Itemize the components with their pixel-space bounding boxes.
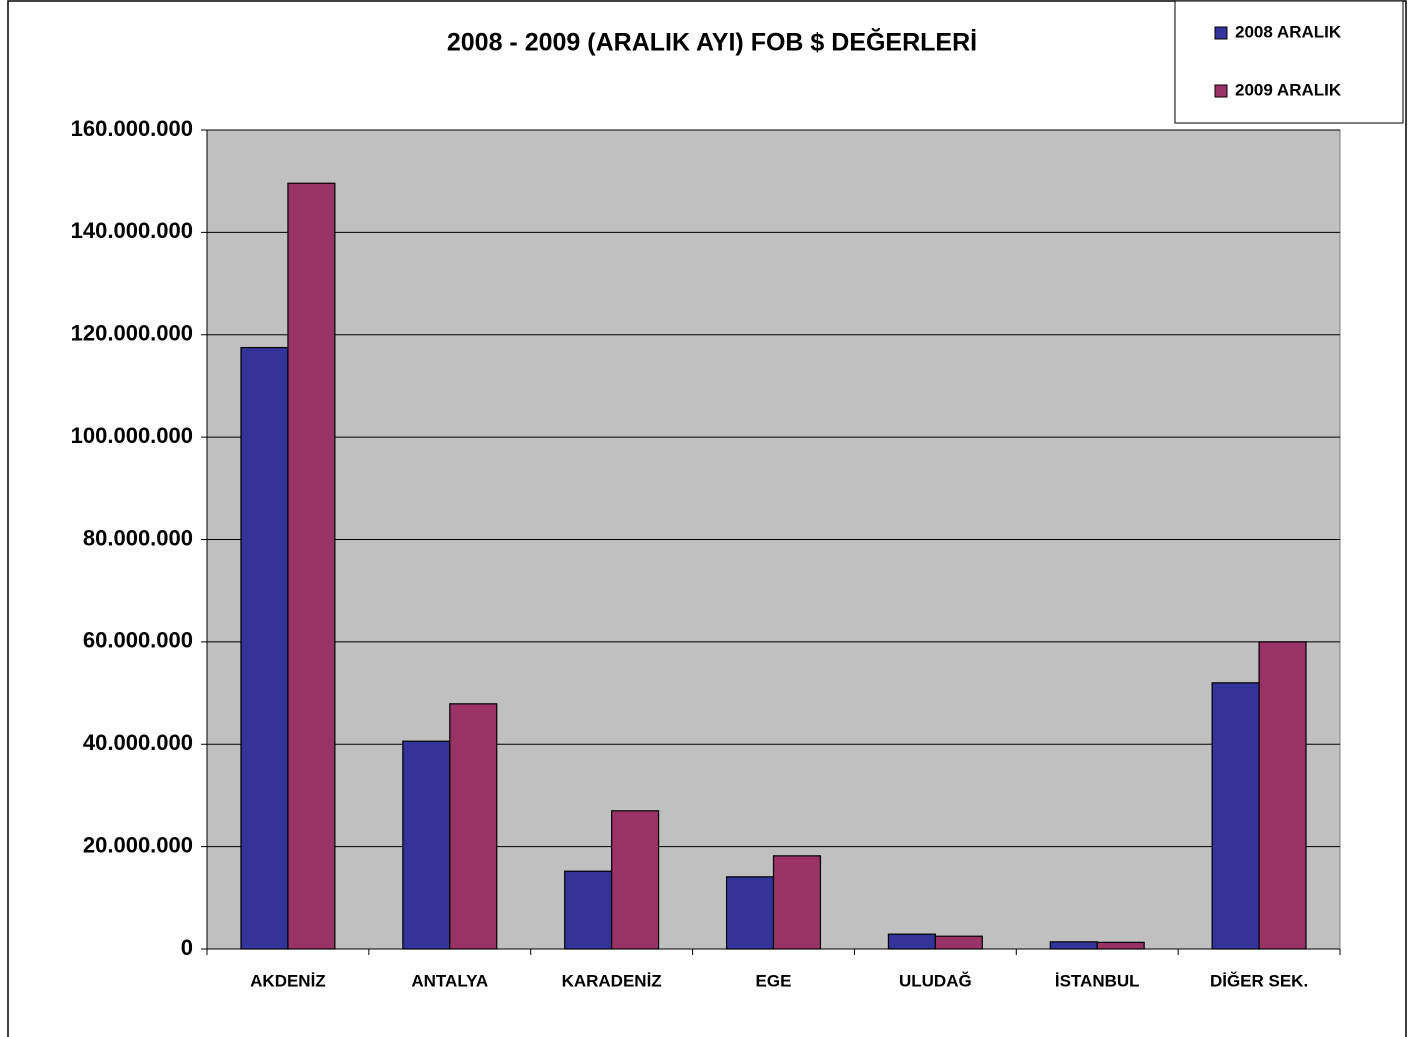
bar [1211, 682, 1260, 950]
x-tick-label: EGE [756, 971, 792, 990]
legend-label: 2009 ARALIK [1235, 80, 1342, 99]
y-tick-label: 160.000.000 [71, 116, 193, 141]
x-tick-label: DİĞER SEK. [1210, 971, 1308, 990]
bar [1049, 941, 1098, 950]
bar [772, 855, 822, 950]
y-tick-label: 0 [181, 935, 193, 960]
y-tick-label: 120.000.000 [71, 321, 193, 346]
bar [402, 740, 451, 950]
bar [887, 933, 936, 950]
bar [611, 810, 660, 950]
y-tick-label: 100.000.000 [71, 423, 193, 448]
x-tick-label: ANTALYA [411, 971, 488, 990]
x-tick-label: AKDENİZ [250, 971, 326, 990]
x-tick-label: KARADENİZ [562, 971, 662, 990]
legend-box [1174, 0, 1404, 124]
bar [725, 876, 775, 950]
y-tick-label: 60.000.000 [83, 628, 193, 653]
y-tick-label: 140.000.000 [71, 218, 193, 243]
legend-label: 2008 ARALIK [1235, 22, 1342, 41]
bar [240, 346, 289, 950]
x-tick-label: ULUDAĞ [899, 971, 972, 990]
y-tick-label: 80.000.000 [83, 525, 193, 550]
bar [287, 182, 336, 950]
legend-swatch [1214, 84, 1228, 98]
y-tick-label: 20.000.000 [83, 832, 193, 857]
bar [449, 703, 498, 950]
chart-title: 2008 - 2009 (ARALIK AYI) FOB $ DEĞERLERİ [447, 28, 977, 57]
legend-swatch [1214, 26, 1228, 40]
bar [1258, 641, 1307, 950]
bar [934, 935, 983, 950]
y-tick-label: 40.000.000 [83, 730, 193, 755]
bar [564, 870, 613, 950]
x-tick-label: İSTANBUL [1055, 971, 1140, 990]
bar [1096, 941, 1145, 950]
